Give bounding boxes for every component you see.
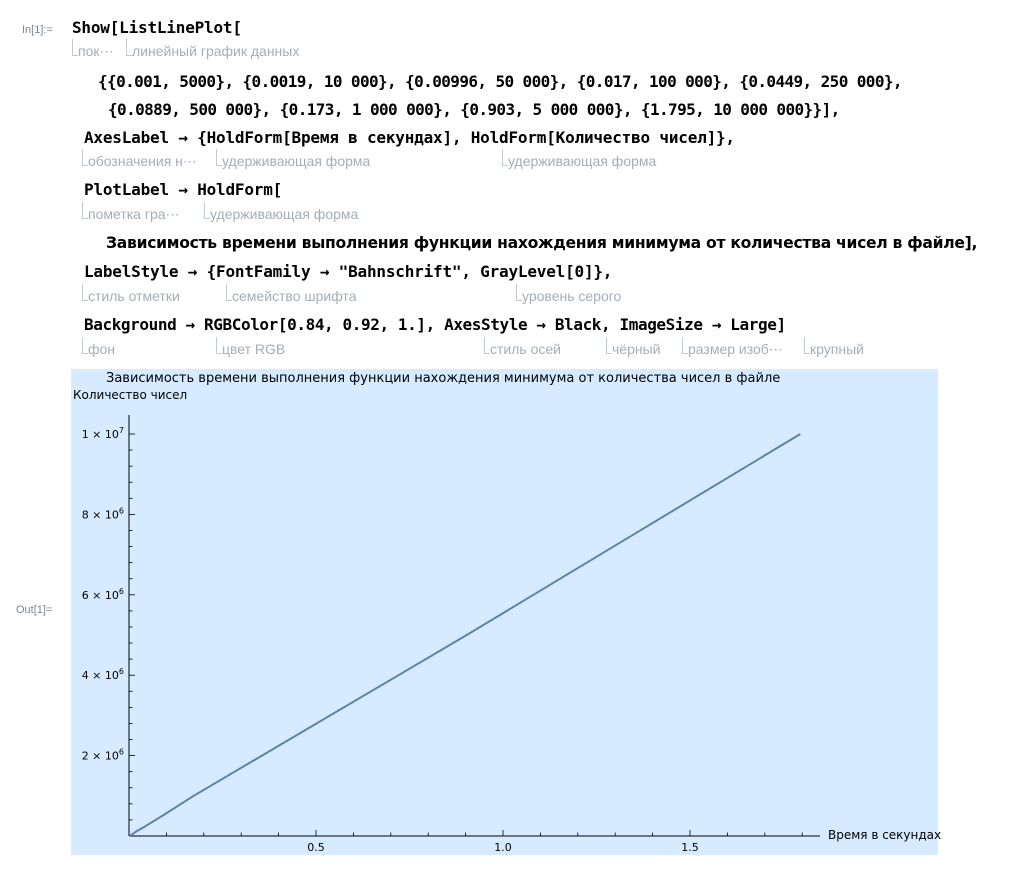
hint-rgbcolor: цвет RGB: [215, 337, 286, 357]
code-line-2[interactable]: {{0.001, 5000}, {0.0019, 10 000}, {0.009…: [98, 72, 903, 91]
input-cell-label: In[1]:=: [22, 24, 53, 36]
code-line-3[interactable]: {0.0889, 500 000}, {0.173, 1 000 000}, {…: [108, 100, 840, 119]
hint-holdform-3: удерживающая форма: [203, 202, 359, 222]
hint-holdform-1: удерживающая форма: [215, 149, 371, 169]
code-line-6[interactable]: Зависимость времени выполнения функции н…: [106, 234, 978, 252]
hint-black: чёрный: [605, 337, 661, 357]
hint-plotlabel: пометка гра⋯: [82, 202, 180, 222]
code-line-5[interactable]: PlotLabel → HoldForm[: [84, 180, 283, 199]
hint-axesstyle: стиль осей: [484, 337, 561, 357]
x-tick-label: 0.5: [307, 841, 325, 854]
code-line-7[interactable]: LabelStyle → {FontFamily → "Bahnschrift"…: [84, 262, 613, 281]
y-tick-label: 2 × 106: [82, 748, 124, 763]
hint-graylevel: уровень серого: [515, 284, 622, 304]
code-line-4[interactable]: AxesLabel → {HoldForm[Время в секундах],…: [84, 128, 735, 147]
hint-fontfamily: семейство шрифта: [225, 284, 357, 304]
code-line-8[interactable]: Background → RGBColor[0.84, 0.92, 1.], A…: [84, 315, 786, 334]
code-line-1[interactable]: Show[ListLinePlot[: [72, 18, 242, 37]
hint-imagesize: размер изоб⋯: [682, 337, 783, 357]
hint-listlineplot: линейный график данных: [125, 39, 300, 59]
data-series-line: [128, 433, 801, 837]
y-tick-label: 6 × 106: [82, 587, 124, 602]
x-tick-label: 1.0: [494, 841, 512, 854]
hint-large: крупный: [804, 337, 864, 357]
x-axis-label: Время в секундах: [828, 828, 942, 842]
x-tick-label: 1.5: [681, 841, 699, 854]
hint-background: фон: [81, 337, 116, 357]
y-tick-label: 1 × 107: [82, 426, 124, 441]
y-axis-label: Количество чисел: [73, 388, 188, 402]
hint-axeslabel: обозначения н⋯: [82, 149, 197, 169]
output-cell-label: Out[1]=: [16, 604, 53, 616]
y-tick-label: 8 × 106: [82, 506, 124, 521]
hint-show: пок⋯: [72, 39, 114, 59]
hint-holdform-2: удерживающая форма: [501, 149, 657, 169]
y-tick-label: 4 × 106: [82, 667, 124, 682]
plot-title: Зависимость времени выполнения функции н…: [106, 371, 781, 386]
hint-labelstyle: стиль отметки: [82, 284, 180, 304]
